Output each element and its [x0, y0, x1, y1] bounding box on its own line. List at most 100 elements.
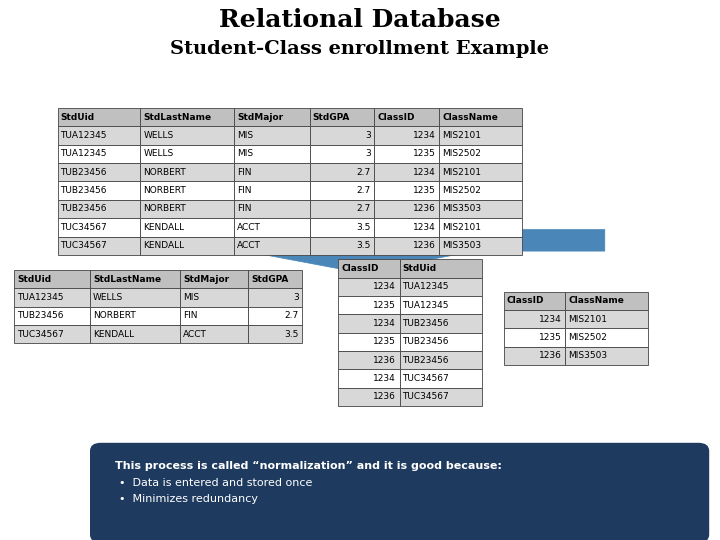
- Text: 1236: 1236: [413, 205, 436, 213]
- Text: TUC34567: TUC34567: [17, 330, 64, 339]
- Text: TUA12345: TUA12345: [402, 282, 449, 291]
- Text: 1234: 1234: [413, 168, 436, 177]
- Text: FIN: FIN: [237, 186, 251, 195]
- Text: StdLastName: StdLastName: [143, 113, 212, 122]
- Bar: [374, 126, 439, 145]
- Bar: [140, 200, 234, 218]
- Text: 1236: 1236: [373, 356, 396, 364]
- Bar: [439, 181, 522, 200]
- Bar: [140, 163, 234, 181]
- Text: StdGPA: StdGPA: [312, 113, 350, 122]
- Bar: [400, 351, 482, 369]
- Text: WELLS: WELLS: [143, 131, 174, 140]
- Bar: [565, 292, 648, 310]
- Text: NORBERT: NORBERT: [93, 312, 135, 320]
- Text: 1236: 1236: [373, 393, 396, 401]
- Text: 1236: 1236: [539, 352, 562, 360]
- Bar: [140, 126, 234, 145]
- Bar: [338, 259, 400, 278]
- Bar: [374, 108, 439, 126]
- Bar: [400, 314, 482, 333]
- Bar: [439, 126, 522, 145]
- Bar: [400, 369, 482, 388]
- Bar: [439, 237, 522, 255]
- Bar: [180, 325, 248, 343]
- Bar: [439, 218, 522, 237]
- Bar: [504, 347, 565, 365]
- Text: TUC34567: TUC34567: [402, 393, 449, 401]
- Bar: [140, 237, 234, 255]
- Text: TUB23456: TUB23456: [17, 312, 64, 320]
- Bar: [565, 310, 648, 328]
- Text: StdUid: StdUid: [402, 264, 436, 273]
- Bar: [90, 270, 180, 288]
- Bar: [400, 388, 482, 406]
- Text: MIS2502: MIS2502: [442, 186, 481, 195]
- Bar: [374, 237, 439, 255]
- Bar: [439, 108, 522, 126]
- Text: •  Minimizes redundancy: • Minimizes redundancy: [119, 494, 258, 504]
- Text: 1234: 1234: [413, 131, 436, 140]
- Bar: [58, 126, 140, 145]
- Bar: [234, 181, 310, 200]
- Text: MIS3503: MIS3503: [442, 241, 481, 250]
- Text: MIS2502: MIS2502: [442, 150, 481, 158]
- Bar: [234, 237, 310, 255]
- Text: TUA12345: TUA12345: [402, 301, 449, 309]
- Bar: [400, 296, 482, 314]
- Text: StdLastName: StdLastName: [93, 275, 161, 284]
- Bar: [400, 259, 482, 278]
- Bar: [374, 145, 439, 163]
- Text: MIS2101: MIS2101: [442, 168, 481, 177]
- Text: 1234: 1234: [373, 374, 396, 383]
- Text: ClassID: ClassID: [507, 296, 544, 305]
- Bar: [338, 278, 400, 296]
- Text: ACCT: ACCT: [237, 223, 261, 232]
- Bar: [58, 163, 140, 181]
- Text: 2.7: 2.7: [356, 205, 371, 213]
- Bar: [374, 181, 439, 200]
- Text: WELLS: WELLS: [143, 150, 174, 158]
- Bar: [374, 218, 439, 237]
- Bar: [338, 314, 400, 333]
- Text: StdUid: StdUid: [60, 113, 94, 122]
- Text: MIS2101: MIS2101: [442, 131, 481, 140]
- Bar: [248, 288, 302, 307]
- Text: 1234: 1234: [373, 319, 396, 328]
- Bar: [234, 145, 310, 163]
- Bar: [400, 333, 482, 351]
- Text: TUA12345: TUA12345: [60, 150, 107, 158]
- Text: TUC34567: TUC34567: [60, 241, 107, 250]
- Text: ACCT: ACCT: [183, 330, 207, 339]
- Text: 1234: 1234: [413, 223, 436, 232]
- Bar: [248, 270, 302, 288]
- Text: StdMajor: StdMajor: [237, 113, 283, 122]
- Bar: [90, 288, 180, 307]
- Bar: [90, 307, 180, 325]
- Bar: [58, 237, 140, 255]
- Text: 2.7: 2.7: [356, 186, 371, 195]
- Bar: [565, 347, 648, 365]
- Bar: [234, 218, 310, 237]
- Bar: [310, 126, 374, 145]
- Text: 1235: 1235: [413, 150, 436, 158]
- Text: 3: 3: [365, 150, 371, 158]
- Bar: [58, 108, 140, 126]
- Bar: [310, 237, 374, 255]
- Text: FIN: FIN: [183, 312, 197, 320]
- Text: 1236: 1236: [413, 241, 436, 250]
- Text: 1235: 1235: [373, 338, 396, 346]
- Text: Relational Database: Relational Database: [219, 8, 501, 32]
- Bar: [400, 278, 482, 296]
- Text: ClassID: ClassID: [377, 113, 415, 122]
- Text: StdGPA: StdGPA: [251, 275, 289, 284]
- Text: 2.7: 2.7: [284, 312, 299, 320]
- Bar: [248, 307, 302, 325]
- Text: KENDALL: KENDALL: [93, 330, 134, 339]
- Bar: [58, 200, 140, 218]
- Bar: [140, 181, 234, 200]
- Bar: [439, 145, 522, 163]
- Text: ClassName: ClassName: [568, 296, 624, 305]
- Text: 3: 3: [293, 293, 299, 302]
- Text: MIS2101: MIS2101: [442, 223, 481, 232]
